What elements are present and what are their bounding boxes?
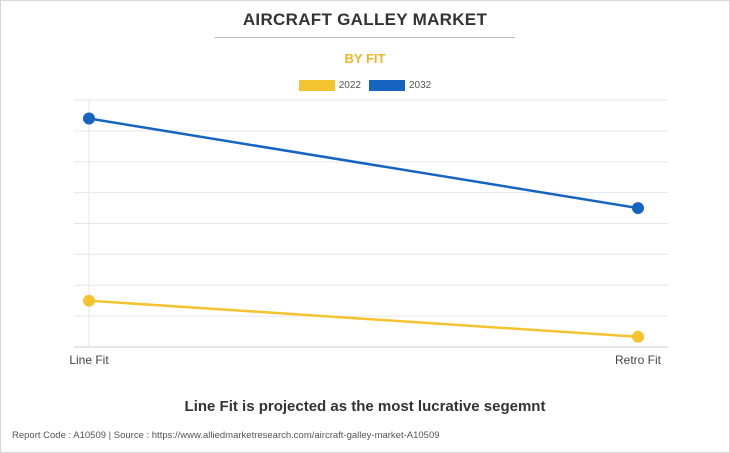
data-point-2022 [632,330,644,343]
x-tick-label: Line Fit [69,353,109,367]
series-line-2022 [88,299,639,339]
series-line-2032 [88,117,639,210]
legend-item-2022[interactable]: 2022 [298,80,361,91]
legend-item-2032[interactable]: 2032 [369,80,431,91]
chart-legend: 2022 2032 [0,80,730,91]
chart-subtitle: BY FIT [344,51,386,66]
legend-swatch-2022 [298,80,335,91]
chart-title: AIRCRAFT GALLEY MARKET [242,10,488,29]
title-divider [215,37,515,38]
chart-caption: Line Fit is projected as the most lucrat… [184,398,546,415]
report-source-footer: Report Code : A10509 | Source : https://… [12,430,440,441]
legend-swatch-2032 [369,80,405,91]
data-point-2022 [83,294,95,307]
x-tick-label: Retro Fit [615,353,662,367]
legend-label-2032: 2032 [409,80,432,91]
data-point-2032 [632,202,644,215]
data-point-2032 [83,112,95,125]
legend-label-2022: 2022 [338,80,361,91]
